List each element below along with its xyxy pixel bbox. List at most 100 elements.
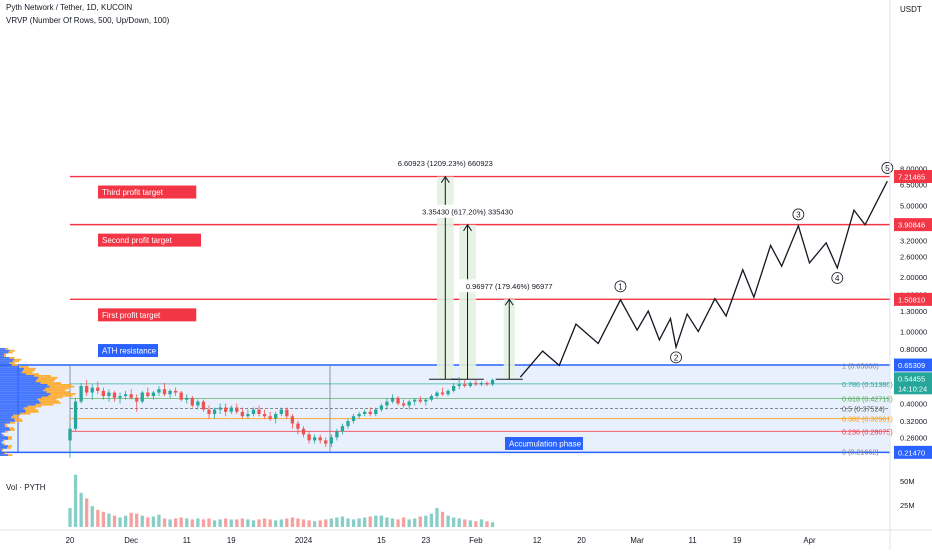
vrvp-bar-up-46 bbox=[0, 430, 6, 433]
volume-bar-40 bbox=[290, 517, 295, 527]
volume-bar-58 bbox=[390, 518, 395, 527]
y-tick-14: 0.32000 bbox=[900, 417, 927, 426]
vrvp-bar-up-30 bbox=[0, 402, 41, 404]
candle-body-19 bbox=[173, 390, 178, 393]
vrvp-bar-up-44 bbox=[0, 427, 10, 429]
measure-label-2: 0.96977 (179.46%) 96977 bbox=[466, 282, 553, 291]
volume-bar-27 bbox=[218, 519, 222, 527]
candle-body-65 bbox=[429, 396, 434, 400]
x-tick-1: Dec bbox=[124, 536, 138, 545]
candle-body-60 bbox=[401, 403, 406, 406]
x-tick-7: Feb bbox=[469, 536, 483, 545]
x-tick-8: 12 bbox=[533, 536, 542, 545]
candle-body-54 bbox=[368, 411, 372, 414]
volume-bar-71 bbox=[463, 519, 467, 527]
vrvp-bar-up-10 bbox=[0, 366, 20, 368]
volume-bar-41 bbox=[296, 518, 300, 527]
candle-body-14 bbox=[146, 392, 150, 397]
vrvp-bar-down-50 bbox=[8, 438, 13, 440]
vrvp-bar-up-24 bbox=[0, 391, 47, 393]
volume-bar-11 bbox=[129, 512, 133, 527]
measure-arrowhead-2 bbox=[504, 298, 514, 306]
vrvp-bar-down-21 bbox=[49, 385, 75, 388]
x-tick-12: 19 bbox=[733, 536, 742, 545]
vrvp-bar-up-28 bbox=[0, 398, 38, 401]
ath-label-bg bbox=[98, 344, 158, 358]
candle-body-17 bbox=[162, 389, 167, 395]
vrvp-bar-up-51 bbox=[0, 439, 4, 442]
fib-label-6: 0 (0.21662) bbox=[842, 448, 879, 457]
candle-body-41 bbox=[296, 423, 300, 429]
candle-body-58 bbox=[390, 397, 395, 402]
candle-body-66 bbox=[435, 392, 439, 397]
volume-bar-53 bbox=[363, 517, 367, 527]
candle-body-18 bbox=[168, 390, 172, 395]
candle-body-26 bbox=[212, 409, 217, 414]
volume-bar-7 bbox=[107, 513, 111, 527]
x-tick-11: 11 bbox=[689, 536, 697, 545]
vrvp-bar-down-30 bbox=[40, 402, 61, 404]
vrvp-bar-up-40 bbox=[0, 420, 16, 422]
candle-body-16 bbox=[157, 389, 161, 393]
vrvp-bar-down-40 bbox=[15, 420, 23, 422]
vrvp-bar-up-19 bbox=[0, 382, 41, 384]
volume-bar-33 bbox=[251, 520, 256, 527]
vrvp-bar-up-45 bbox=[0, 429, 10, 431]
vrvp-bar-down-3 bbox=[4, 353, 7, 356]
currency-label[interactable]: USDT bbox=[900, 5, 922, 14]
accum-label-bg bbox=[505, 437, 583, 450]
candle-body-4 bbox=[90, 387, 94, 393]
measure-label-0: 6.60923 (1209.23%) 660923 bbox=[398, 159, 493, 168]
vrvp-bar-up-23 bbox=[0, 389, 44, 392]
candle-body-7 bbox=[107, 392, 111, 397]
wave-circle-3 bbox=[831, 272, 844, 284]
candle-body-55 bbox=[374, 409, 378, 414]
candle-body-51 bbox=[351, 416, 356, 422]
x-tick-2: 11 bbox=[183, 536, 191, 545]
vrvp-bar-up-27 bbox=[0, 396, 42, 399]
y-tick-1: 6.50000 bbox=[900, 181, 927, 190]
vrvp-bar-up-32 bbox=[0, 405, 28, 408]
volume-bar-46 bbox=[324, 519, 328, 527]
vol-tick-1: 25M bbox=[900, 501, 915, 510]
vrvp-bar-up-59 bbox=[0, 454, 9, 456]
fib-label-4: 0.382 (0.32961) bbox=[842, 415, 893, 424]
volume-bar-69 bbox=[451, 517, 456, 527]
first-target-label-bg bbox=[98, 308, 197, 322]
fib-label-5: 0.236 (0.28075) bbox=[842, 427, 893, 436]
vrvp-bar-up-20 bbox=[0, 384, 48, 386]
candle-body-8 bbox=[112, 392, 117, 398]
candle-body-50 bbox=[346, 421, 350, 427]
vrvp-bar-down-28 bbox=[37, 398, 57, 401]
candle-body-11 bbox=[129, 394, 133, 398]
price-badge-1: 3.90846 bbox=[898, 221, 925, 230]
volume-bar-52 bbox=[357, 518, 361, 527]
candle-body-74 bbox=[479, 382, 484, 385]
wave-label-4: 5 bbox=[885, 164, 890, 173]
vrvp-bar-down-7 bbox=[12, 360, 20, 363]
vrvp-indicator-label[interactable]: VRVP (Number Of Rows, 500, Up/Down, 100) bbox=[6, 16, 170, 25]
candle-body-0 bbox=[68, 428, 72, 441]
candle-body-6 bbox=[101, 390, 106, 397]
vrvp-bar-down-15 bbox=[34, 375, 52, 377]
volume-bar-50 bbox=[346, 518, 350, 527]
y-tick-5: 2.60000 bbox=[900, 253, 927, 262]
vrvp-bar-down-56 bbox=[2, 448, 4, 451]
vrvp-bar-up-21 bbox=[0, 385, 50, 388]
candle-body-9 bbox=[118, 396, 122, 398]
vrvp-bar-up-16 bbox=[0, 376, 39, 379]
vrvp-bar-down-44 bbox=[9, 427, 14, 429]
volume-bar-25 bbox=[207, 518, 211, 527]
measure-label-bg-2 bbox=[457, 279, 561, 293]
candle-body-45 bbox=[318, 437, 322, 441]
volume-bar-17 bbox=[162, 518, 167, 527]
volume-indicator-label[interactable]: Vol · PYTH bbox=[6, 483, 46, 492]
candle-body-49 bbox=[340, 426, 345, 432]
vrvp-bar-down-31 bbox=[35, 403, 54, 406]
volume-bar-12 bbox=[135, 513, 139, 527]
volume-bar-19 bbox=[173, 518, 178, 527]
price-badge-3: 0.65309 bbox=[898, 361, 925, 370]
volume-bar-60 bbox=[401, 517, 406, 527]
